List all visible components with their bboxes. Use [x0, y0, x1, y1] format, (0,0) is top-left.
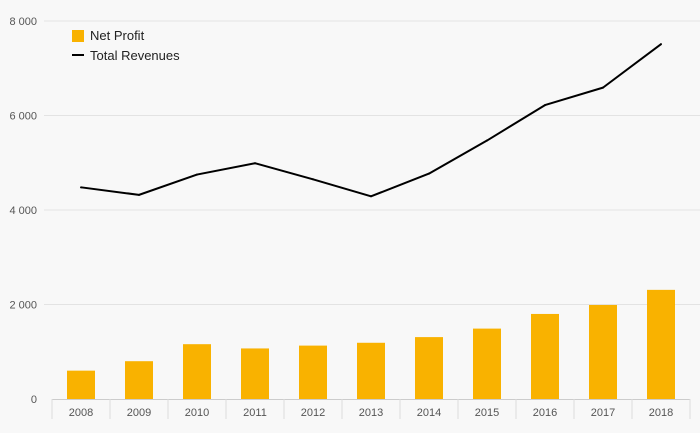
y-tick-label: 8 000 [9, 16, 37, 28]
grid-lines [44, 20, 700, 305]
point-total-revenues [254, 162, 256, 165]
point-total-revenues [486, 139, 488, 142]
point-total-revenues [370, 195, 372, 198]
bar-net-profit [531, 313, 559, 399]
point-total-revenues [660, 43, 662, 46]
bar-net-profit [125, 361, 153, 399]
x-tick-label: 2017 [591, 407, 615, 419]
bar-net-profit [647, 289, 675, 399]
bar-net-profit [183, 344, 211, 399]
legend-label-net-profit: Net Profit [90, 28, 145, 43]
y-tick-label: 2 000 [9, 300, 37, 312]
x-axis: 2008 2009 2010 2011 2012 2013 2014 2015 2016 2017… [51, 399, 691, 419]
x-tick-label: 2013 [359, 407, 383, 419]
bar-net-profit [589, 304, 617, 399]
y-tick-label: 6 000 [9, 111, 37, 123]
point-total-revenues [544, 104, 546, 107]
bar-net-profit [67, 370, 95, 399]
line-total-revenues [80, 43, 662, 198]
x-tick-label: 2010 [185, 407, 209, 419]
bar-net-profit [473, 328, 501, 399]
point-total-revenues [138, 193, 140, 196]
x-tick-label: 2008 [69, 407, 93, 419]
bar-series [67, 289, 675, 399]
line-series [80, 43, 662, 198]
x-tick-label: 2016 [533, 407, 557, 419]
bar-net-profit [299, 345, 327, 399]
bar-net-profit [357, 342, 385, 399]
point-total-revenues [602, 86, 604, 89]
legend: Net Profit Total Revenues [72, 28, 180, 63]
bar-net-profit [415, 337, 443, 399]
x-tick-label: 2014 [417, 407, 441, 419]
legend-swatch-net-profit [72, 30, 84, 42]
x-tick-label: 2015 [475, 407, 499, 419]
x-tick-label: 2011 [243, 407, 267, 419]
y-tick-label: 0 [31, 394, 37, 406]
bar-net-profit [241, 348, 269, 399]
y-tick-label: 4 000 [9, 205, 37, 217]
x-tick-label: 2018 [649, 407, 673, 419]
legend-label-total-revenues: Total Revenues [90, 48, 180, 63]
x-tick-label: 2009 [127, 407, 151, 419]
point-total-revenues [312, 178, 314, 181]
point-total-revenues [196, 173, 198, 176]
point-total-revenues [428, 172, 430, 175]
x-tick-label: 2012 [301, 407, 325, 419]
point-total-revenues [80, 186, 82, 189]
y-axis-ticks: 0 2 000 4 000 6 000 8 000 [9, 16, 37, 406]
